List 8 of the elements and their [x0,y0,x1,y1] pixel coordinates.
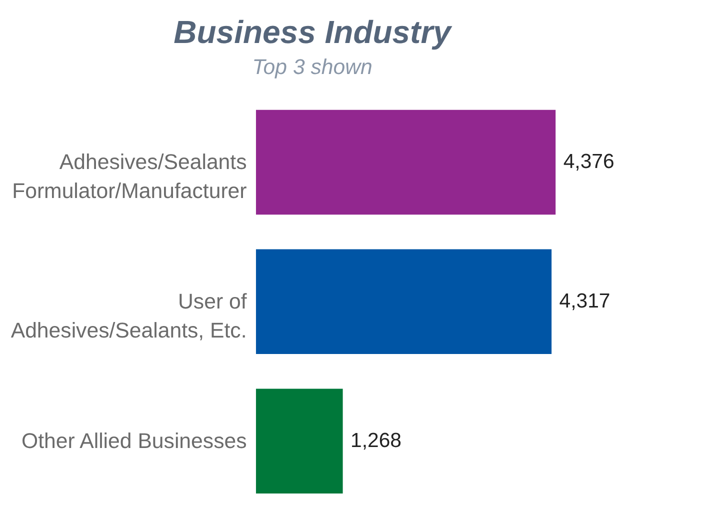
chart-subtitle: Top 3 shown [252,54,372,79]
chart-title: Business Industry [174,14,454,50]
y-tick-label: User of Adhesives/Sealants, Etc. [10,289,247,343]
y-tick-label: Other Allied Businesses [22,428,247,453]
y-tick-label: Adhesives/Sealants Formulator/Manufacturer [12,150,247,204]
data-label: 1,268 [350,430,402,452]
data-label: 4,317 [559,290,610,312]
data-label: 4,376 [563,151,614,174]
